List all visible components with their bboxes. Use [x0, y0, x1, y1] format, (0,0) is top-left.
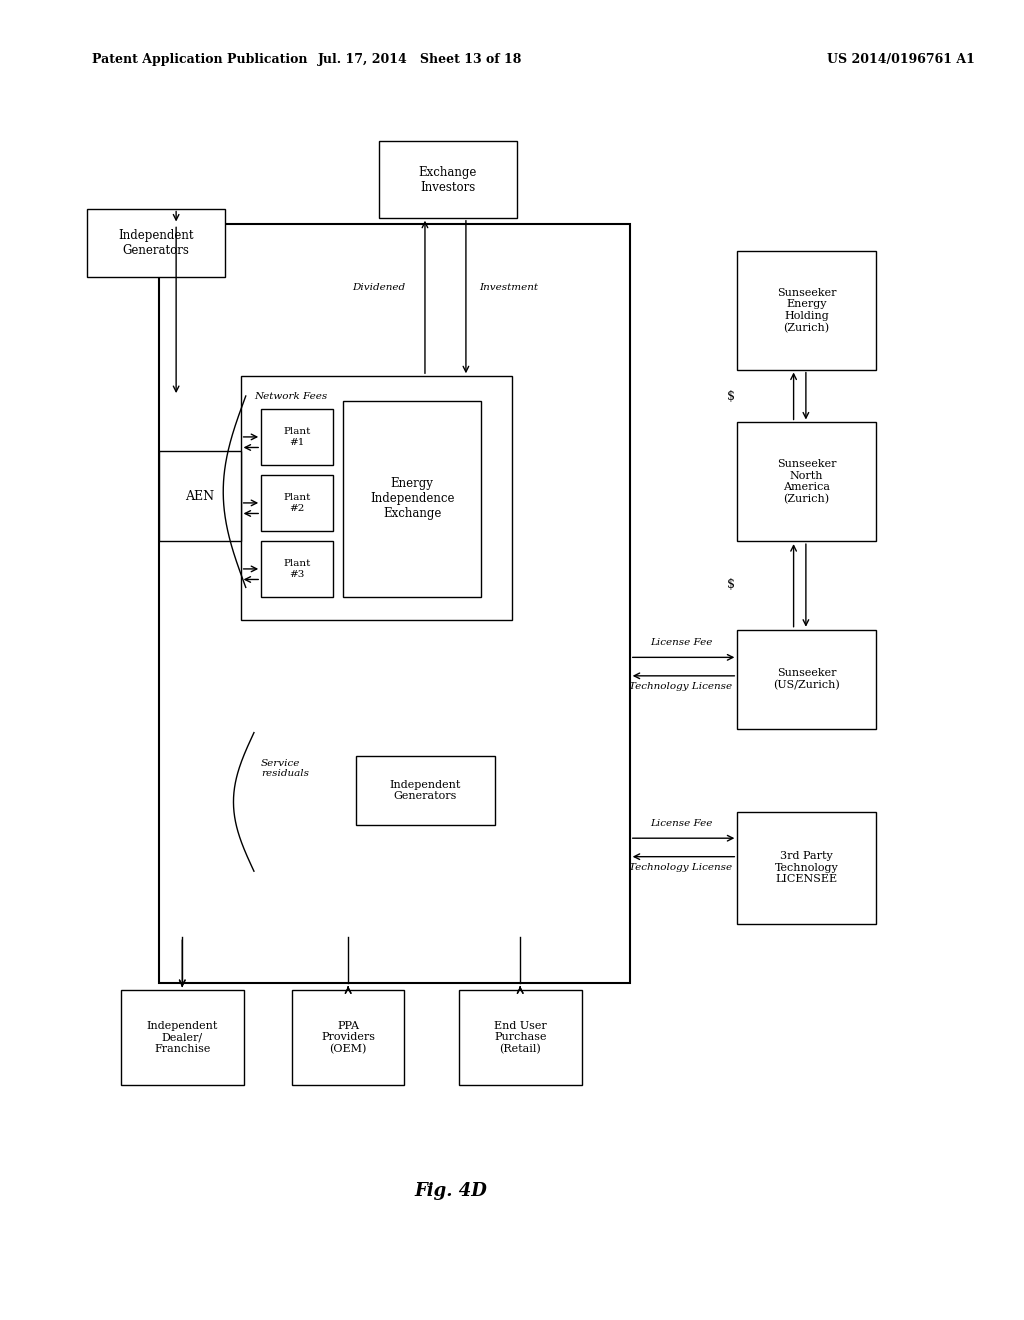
- Text: End User
Purchase
(Retail): End User Purchase (Retail): [494, 1020, 547, 1055]
- Text: AEN: AEN: [185, 490, 214, 503]
- FancyBboxPatch shape: [261, 475, 333, 531]
- FancyBboxPatch shape: [261, 541, 333, 597]
- FancyBboxPatch shape: [459, 990, 582, 1085]
- FancyBboxPatch shape: [159, 451, 241, 541]
- FancyBboxPatch shape: [737, 630, 876, 729]
- Text: Patent Application Publication: Patent Application Publication: [92, 53, 307, 66]
- FancyBboxPatch shape: [159, 224, 630, 983]
- FancyBboxPatch shape: [87, 209, 225, 277]
- Text: Energy
Independence
Exchange: Energy Independence Exchange: [370, 478, 455, 520]
- Text: Independent
Dealer/
Franchise: Independent Dealer/ Franchise: [146, 1020, 218, 1055]
- Text: Sunseeker
Energy
Holding
(Zurich): Sunseeker Energy Holding (Zurich): [776, 288, 837, 333]
- FancyBboxPatch shape: [737, 422, 876, 541]
- Text: Sunseeker
North
America
(Zurich): Sunseeker North America (Zurich): [776, 459, 837, 504]
- Text: Independent
Generators: Independent Generators: [119, 228, 194, 257]
- Text: 3rd Party
Technology
LICENSEE: 3rd Party Technology LICENSEE: [774, 851, 839, 884]
- Text: Jul. 17, 2014   Sheet 13 of 18: Jul. 17, 2014 Sheet 13 of 18: [317, 53, 522, 66]
- FancyBboxPatch shape: [737, 812, 876, 924]
- Text: Network Fees: Network Fees: [254, 392, 328, 400]
- Text: License Fee: License Fee: [650, 818, 712, 828]
- Text: Independent
Generators: Independent Generators: [390, 780, 461, 801]
- Text: Dividened: Dividened: [352, 284, 406, 292]
- FancyBboxPatch shape: [241, 376, 512, 620]
- Text: Plant
#2: Plant #2: [284, 494, 310, 512]
- Text: Investment: Investment: [479, 284, 539, 292]
- Text: $: $: [727, 389, 735, 403]
- FancyBboxPatch shape: [737, 251, 876, 370]
- Text: Fig. 4D: Fig. 4D: [414, 1181, 487, 1200]
- Text: Plant
#1: Plant #1: [284, 428, 310, 446]
- Text: PPA
Providers
(OEM): PPA Providers (OEM): [322, 1020, 375, 1055]
- FancyBboxPatch shape: [379, 141, 517, 218]
- Text: Exchange
Investors: Exchange Investors: [419, 165, 477, 194]
- FancyBboxPatch shape: [121, 990, 244, 1085]
- Text: $: $: [727, 578, 735, 591]
- FancyBboxPatch shape: [261, 409, 333, 465]
- FancyBboxPatch shape: [356, 756, 495, 825]
- Text: Plant
#3: Plant #3: [284, 560, 310, 578]
- FancyBboxPatch shape: [343, 401, 481, 597]
- Text: Technology License: Technology License: [630, 863, 732, 873]
- Text: US 2014/0196761 A1: US 2014/0196761 A1: [827, 53, 975, 66]
- FancyBboxPatch shape: [292, 990, 404, 1085]
- Text: Technology License: Technology License: [630, 682, 732, 692]
- Text: License Fee: License Fee: [650, 638, 712, 647]
- Text: Service
residuals: Service residuals: [261, 759, 309, 777]
- Text: Sunseeker
(US/Zurich): Sunseeker (US/Zurich): [773, 668, 840, 690]
